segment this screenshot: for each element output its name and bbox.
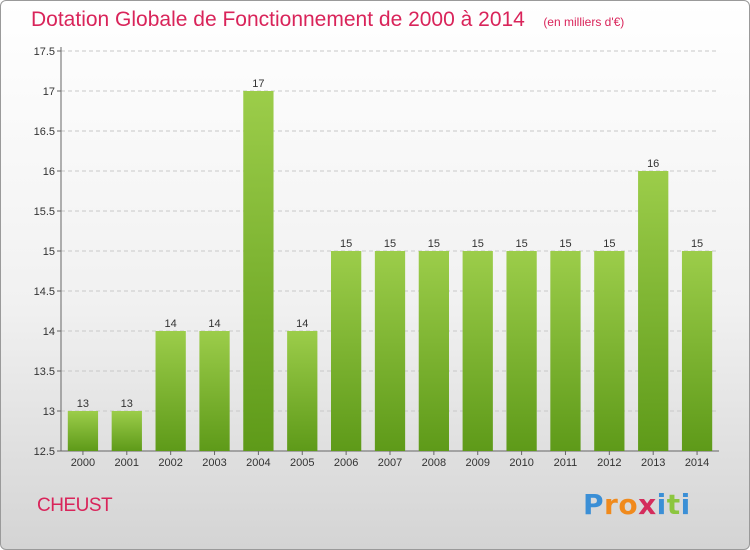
title-row: Dotation Globale de Fonctionnement de 20…: [31, 8, 624, 32]
y-tick-label: 15: [43, 246, 55, 258]
logo-letter: P: [583, 488, 605, 521]
bars: [67, 91, 713, 451]
bar: [111, 411, 142, 451]
logo-letter: r: [604, 488, 619, 521]
proxiti-logo[interactable]: Proxiti: [583, 488, 691, 521]
logo-letter: i: [680, 488, 691, 521]
bar-value-label: 14: [296, 318, 308, 330]
bar: [506, 251, 537, 451]
y-tick-label: 17.5: [34, 46, 55, 58]
bar-value-label: 13: [121, 398, 133, 410]
bar: [418, 251, 450, 451]
x-tick-label: 2002: [158, 457, 182, 469]
logo-letter: x: [638, 488, 657, 521]
bar-value-label: 15: [384, 238, 396, 250]
y-tick-label: 16: [43, 166, 55, 178]
bar: [374, 251, 406, 451]
bar-value-label: 15: [428, 238, 440, 250]
x-tick-label: 2005: [290, 457, 314, 469]
chart-unit: (en milliers d'€): [543, 15, 625, 29]
bar: [67, 411, 99, 451]
bar-value-label: 14: [165, 318, 177, 330]
x-tick-label: 2014: [685, 457, 709, 469]
y-tick-label: 15.5: [34, 206, 55, 218]
bar: [330, 251, 362, 451]
bar: [155, 331, 186, 451]
bar-value-label: 17: [252, 78, 264, 90]
x-tick-label: 2011: [554, 457, 578, 469]
logo-letter: t: [666, 488, 681, 521]
labels: 12.5 13 13.5 14 14.5 15 15.5 16 16.5 17 17.5 13 2000…: [34, 46, 710, 469]
chart-title: Dotation Globale de Fonctionnement de 20…: [31, 8, 525, 31]
logo-letter: o: [618, 488, 639, 521]
bar-value-label: 13: [77, 398, 89, 410]
bar-value-label: 16: [647, 158, 659, 170]
bar-value-label: 14: [208, 318, 220, 330]
x-tick-label: 2000: [71, 457, 95, 469]
x-tick-label: 2010: [509, 457, 533, 469]
x-tick-label: 2001: [115, 457, 139, 469]
y-tick-label: 17: [43, 86, 55, 98]
y-tick-label: 13.5: [34, 366, 55, 378]
bar: [199, 331, 230, 451]
y-tick-label: 14: [43, 326, 55, 338]
y-tick-label: 12.5: [34, 446, 55, 458]
x-tick-label: 2003: [202, 457, 226, 469]
logo-letter: i: [656, 488, 667, 521]
bar: [287, 331, 318, 451]
bar-value-label: 15: [515, 238, 527, 250]
y-tick-label: 13: [43, 406, 55, 418]
bar-value-label: 15: [603, 238, 615, 250]
x-tick-label: 2008: [422, 457, 446, 469]
x-tick-label: 2013: [641, 457, 665, 469]
bar: [462, 251, 493, 451]
bar: [550, 251, 581, 451]
bar-value-label: 15: [559, 238, 571, 250]
bar-value-label: 15: [691, 238, 703, 250]
y-tick-label: 14.5: [34, 286, 55, 298]
x-tick-label: 2012: [597, 457, 621, 469]
bar: [638, 171, 669, 451]
commune-name: CHEUST: [37, 495, 113, 516]
x-tick-label: 2007: [378, 457, 402, 469]
bar: [243, 91, 274, 451]
bar: [594, 251, 625, 451]
bar-value-label: 15: [340, 238, 352, 250]
x-tick-label: 2009: [465, 457, 489, 469]
y-tick-label: 16.5: [34, 126, 55, 138]
bar: [681, 251, 713, 451]
bar-value-label: 15: [472, 238, 484, 250]
x-tick-label: 2006: [334, 457, 358, 469]
x-tick-label: 2004: [246, 457, 270, 469]
